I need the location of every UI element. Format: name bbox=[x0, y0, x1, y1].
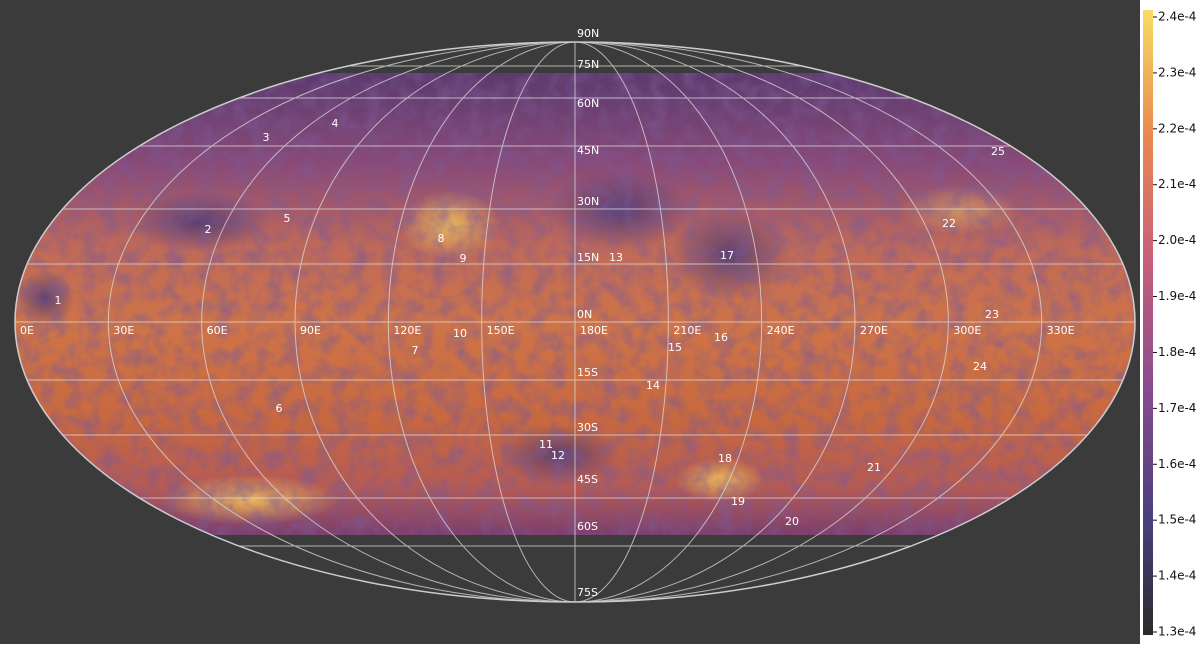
colorbar-tick-label: 1.9e-4 bbox=[1158, 289, 1196, 303]
latitude-label: 45S bbox=[577, 473, 598, 486]
colorbar-tick-label: 2.4e-4 bbox=[1158, 10, 1196, 24]
longitude-label: 30E bbox=[113, 324, 134, 337]
feature-number: 13 bbox=[609, 251, 623, 264]
feature-number: 19 bbox=[731, 495, 745, 508]
feature-number: 17 bbox=[720, 249, 734, 262]
latitude-label: 15N bbox=[577, 251, 599, 264]
feature-number: 11 bbox=[539, 438, 553, 451]
labels: 90N 75N 60N 45N 30N 15N 0N 15S 30S 45S 60S 75S 0E 30E… bbox=[20, 27, 1075, 599]
feature-number: 9 bbox=[460, 252, 467, 265]
longitude-label: 240E bbox=[767, 324, 795, 337]
feature-number: 15 bbox=[668, 341, 682, 354]
longitude-label: 270E bbox=[860, 324, 888, 337]
latitude-label: 45N bbox=[577, 144, 599, 157]
colorbar-tick-label: 2.1e-4 bbox=[1158, 177, 1196, 191]
feature-number: 22 bbox=[942, 217, 956, 230]
longitude-label: 180E bbox=[580, 324, 608, 337]
colorbar-tick-label: 2.0e-4 bbox=[1158, 233, 1196, 247]
longitude-label: 60E bbox=[207, 324, 228, 337]
longitude-label: 90E bbox=[300, 324, 321, 337]
colorbar-tick-label: 2.3e-4 bbox=[1158, 65, 1196, 79]
latitude-label: 60N bbox=[577, 97, 599, 110]
feature-number: 24 bbox=[973, 360, 987, 373]
latitude-label: 75N bbox=[577, 58, 599, 71]
longitude-label: 120E bbox=[393, 324, 421, 337]
feature-number: 1 bbox=[55, 294, 62, 307]
map-outline bbox=[14, 41, 1136, 603]
latitude-label: 30N bbox=[577, 195, 599, 208]
colorbar-ramp bbox=[1143, 10, 1153, 635]
latitude-label: 90N bbox=[577, 27, 599, 40]
feature-number: 21 bbox=[867, 461, 881, 474]
latitude-label: 75S bbox=[577, 586, 598, 599]
latitude-label: 30S bbox=[577, 421, 598, 434]
latitude-label: 0N bbox=[577, 308, 592, 321]
colorbar-tick-label: 1.5e-4 bbox=[1158, 513, 1196, 527]
longitude-label: 210E bbox=[673, 324, 701, 337]
feature-number: 5 bbox=[284, 212, 291, 225]
colorbar-tick-label: 1.4e-4 bbox=[1158, 569, 1196, 583]
longitude-label: 300E bbox=[953, 324, 981, 337]
colorbar: 1.3e-4 1.4e-4 1.5e-4 1.6e-4 1.7e-4 1.8e-4 1.9e… bbox=[1143, 10, 1196, 639]
feature-number: 4 bbox=[332, 117, 339, 130]
feature-number: 8 bbox=[438, 232, 445, 245]
colorbar-tick-label: 2.2e-4 bbox=[1158, 121, 1196, 135]
feature-number: 2 bbox=[205, 223, 212, 236]
colorbar-tick-label: 1.6e-4 bbox=[1158, 457, 1196, 471]
latitude-label: 15S bbox=[577, 366, 598, 379]
longitude-label: 150E bbox=[487, 324, 515, 337]
map-image bbox=[15, 73, 1135, 535]
feature-number: 10 bbox=[453, 327, 467, 340]
feature-number: 7 bbox=[412, 344, 419, 357]
feature-number: 14 bbox=[646, 379, 660, 392]
feature-number: 6 bbox=[276, 402, 283, 415]
colorbar-tick-label: 1.7e-4 bbox=[1158, 401, 1196, 415]
longitude-label: 0E bbox=[20, 324, 34, 337]
longitude-label: 330E bbox=[1047, 324, 1075, 337]
feature-number: 3 bbox=[263, 131, 270, 144]
latitude-label: 60S bbox=[577, 520, 598, 533]
feature-number: 23 bbox=[985, 308, 999, 321]
colorbar-tick-label: 1.8e-4 bbox=[1158, 345, 1196, 359]
feature-number: 25 bbox=[991, 145, 1005, 158]
feature-number: 12 bbox=[551, 449, 565, 462]
feature-number: 18 bbox=[718, 452, 732, 465]
feature-number: 16 bbox=[714, 331, 728, 344]
feature-number: 20 bbox=[785, 515, 799, 528]
colorbar-tick-label: 1.3e-4 bbox=[1158, 625, 1196, 639]
